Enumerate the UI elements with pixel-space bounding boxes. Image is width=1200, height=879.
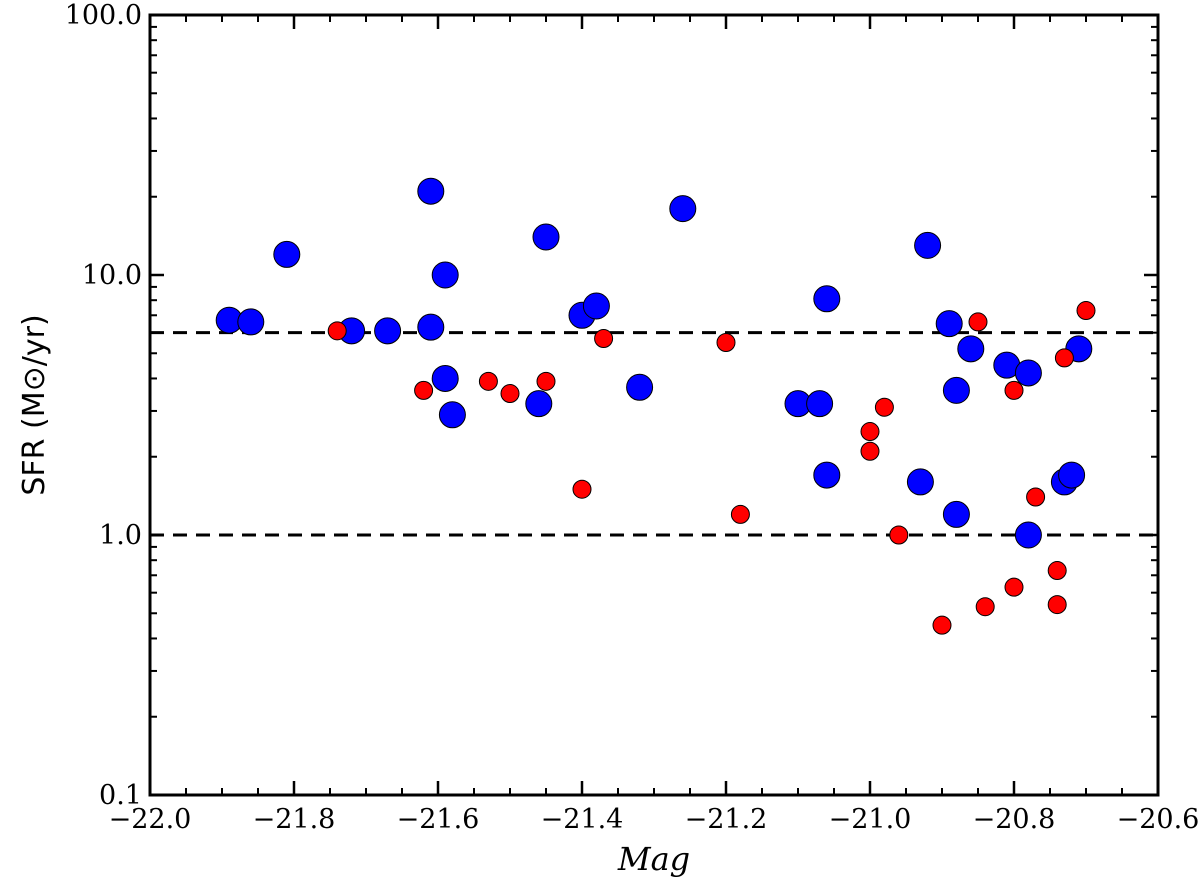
x-tick-label: −21.0 (829, 804, 912, 835)
reference-lines (150, 331, 1158, 537)
blue-data-point (417, 313, 445, 341)
red-data-point (975, 597, 995, 617)
red-data-point (478, 371, 498, 391)
red-data-point (1047, 561, 1067, 581)
blue-data-point (532, 223, 560, 251)
y-tick-label: 100.0 (65, 0, 142, 31)
red-data-point (860, 422, 880, 442)
y-tick-label: 10.0 (82, 260, 142, 291)
blue-data-point (626, 373, 654, 401)
y-axis-title: SFR (M⊙/yr) (17, 314, 52, 495)
series-blue-points (215, 177, 1093, 549)
blue-data-point (935, 310, 963, 338)
red-data-point (536, 371, 556, 391)
blue-data-point (906, 468, 934, 496)
plot-background (150, 15, 1158, 795)
red-data-point (500, 384, 520, 404)
blue-data-point (942, 376, 970, 404)
blue-data-point (914, 231, 942, 259)
blue-data-point (1058, 461, 1086, 489)
y-tick-label: 0.1 (99, 780, 142, 811)
x-tick-label: −21.4 (541, 804, 624, 835)
red-data-point (572, 479, 592, 499)
blue-data-point (957, 335, 985, 363)
x-axis-title: Mag (617, 840, 690, 878)
blue-data-point (813, 461, 841, 489)
blue-data-point (438, 401, 466, 429)
red-data-point (874, 397, 894, 417)
red-data-point (968, 312, 988, 332)
x-tick-label: −20.6 (1117, 804, 1200, 835)
red-data-point (414, 380, 434, 400)
red-data-point (1026, 487, 1046, 507)
red-data-point (889, 525, 909, 545)
blue-data-point (237, 308, 265, 336)
blue-data-point (1014, 521, 1042, 549)
red-data-point (1076, 301, 1096, 321)
blue-data-point (417, 177, 445, 205)
plot-frame (148, 13, 1160, 797)
red-data-point (1054, 348, 1074, 368)
blue-data-point (806, 390, 834, 418)
x-tick-label: −21.2 (685, 804, 768, 835)
x-tick-label: −20.8 (973, 804, 1056, 835)
y-tick-label: 1.0 (99, 520, 142, 551)
blue-data-point (431, 364, 459, 392)
x-tick-label: −21.8 (253, 804, 336, 835)
x-tick-label: −22.0 (109, 804, 192, 835)
x-tick-label: −21.6 (397, 804, 480, 835)
blue-data-point (431, 261, 459, 289)
blue-data-point (525, 390, 553, 418)
blue-data-point (374, 317, 402, 345)
blue-data-point (1014, 359, 1042, 387)
tick-labels: −22.0 −21.8 −21.6 −21.4 −21.2 −21.0 −20.8 −20.6… (65, 0, 1200, 835)
blue-data-point (669, 195, 697, 223)
red-data-point (716, 333, 736, 353)
red-data-point (860, 441, 880, 461)
blue-data-point (273, 240, 301, 268)
red-data-point (932, 615, 952, 635)
blue-data-point (582, 292, 610, 320)
red-data-point (1004, 380, 1024, 400)
blue-data-point (942, 500, 970, 528)
blue-data-point (813, 285, 841, 313)
series-red-points (327, 301, 1096, 635)
red-data-point (730, 504, 750, 524)
red-data-point (327, 321, 347, 341)
red-data-point (1004, 577, 1024, 597)
red-data-point (594, 328, 614, 348)
red-data-point (1047, 595, 1067, 615)
